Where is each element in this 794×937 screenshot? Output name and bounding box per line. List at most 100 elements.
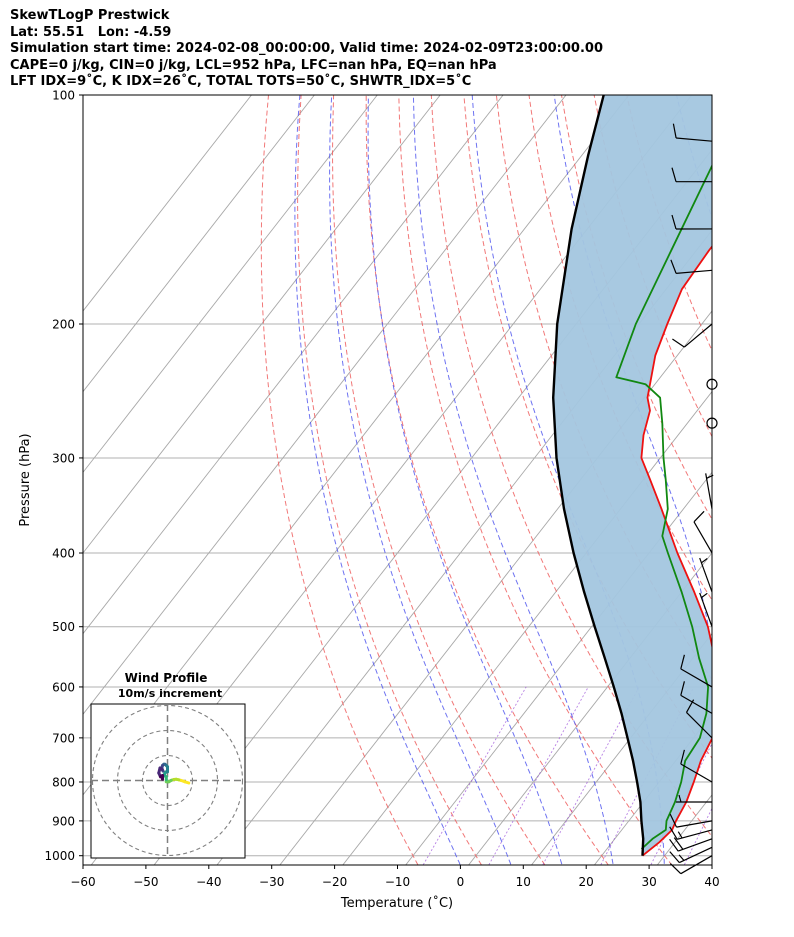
x-tick-label: 40 — [704, 875, 719, 889]
barb-flag — [669, 863, 682, 875]
dry-adiabat — [297, 95, 483, 865]
y-tick-label: 600 — [52, 680, 75, 694]
barb-staff — [676, 820, 713, 828]
barb-half-flag — [706, 474, 714, 479]
dewpoint-line — [615, 163, 712, 850]
x-tick-label: 30 — [641, 875, 656, 889]
dry-adiabat — [260, 95, 419, 865]
y-tick-label: 200 — [52, 317, 75, 331]
isotherm-gridline — [83, 95, 441, 554]
y-tick-label: 400 — [52, 546, 75, 560]
mixing-ratio-line — [422, 686, 527, 865]
barb-flag — [680, 681, 685, 696]
location-line: Lat: 55.51 Lon: -4.59 — [10, 24, 172, 40]
barb-half-flag — [701, 592, 708, 599]
hodograph-body — [91, 704, 245, 858]
isotherm-gridline — [83, 95, 504, 635]
wind-barb — [669, 813, 713, 828]
dry-adiabat — [365, 95, 609, 865]
barb-flag — [669, 851, 680, 863]
x-tick-label: 0 — [457, 875, 465, 889]
barb-staff — [684, 323, 713, 348]
wind-barb — [669, 855, 713, 875]
isotherm-gridline — [83, 95, 378, 474]
profile-lines — [552, 95, 712, 857]
wind-barb — [705, 473, 714, 509]
wind-barb — [675, 794, 713, 803]
barb-flag — [672, 338, 685, 348]
isotherm-gridline — [279, 310, 712, 865]
isotherm-gridline — [83, 95, 567, 715]
mixing-ratio-line — [542, 686, 640, 865]
barb-flag — [669, 838, 679, 852]
x-axis-label: Temperature (˚C) — [340, 895, 453, 911]
isotherm-gridline — [530, 632, 712, 865]
y-tick-label: 1000 — [44, 849, 75, 863]
wind-barb — [672, 123, 713, 142]
barb-staff — [680, 694, 713, 714]
cape-cin-shading — [553, 95, 712, 856]
barb-staff — [693, 521, 713, 554]
wind-barb — [680, 749, 713, 783]
mixing-ratio-line — [488, 686, 589, 865]
chart-title: SkewTLogP Prestwick — [10, 8, 170, 23]
x-tick-label: −50 — [133, 875, 158, 889]
barb-flag — [672, 123, 677, 139]
wind-barb — [672, 323, 713, 348]
hodograph-inset — [90, 703, 246, 859]
x-tick-label: 20 — [579, 875, 594, 889]
moist-adiabat — [329, 95, 512, 865]
wind-barb — [671, 214, 713, 230]
barb-half-flag — [677, 831, 683, 839]
barb-flag — [671, 214, 677, 230]
barb-staff — [705, 473, 713, 509]
barb-flag — [669, 826, 678, 840]
axes: −60 −50 −40 −30 −20 −10 0 10 20 30 40 100 200 300 400 5… — [44, 89, 719, 890]
dry-adiabat — [398, 95, 673, 865]
wind-barb — [669, 826, 713, 840]
barb-staff — [680, 855, 713, 875]
wind-barb — [680, 654, 713, 688]
wind-barb — [669, 837, 713, 852]
isotherm-gridline — [468, 552, 712, 865]
isotherm-gridline — [83, 95, 315, 393]
wind-barb — [699, 557, 713, 593]
barb-staff — [679, 846, 713, 864]
barb-staff — [680, 668, 713, 688]
stability-indices-line: CAPE=0 j/kg, CIN=0 j/kg, LCL=952 hPa, LF… — [10, 57, 497, 73]
moist-adiabat — [294, 95, 461, 865]
parcel-line — [552, 95, 645, 856]
barb-flag — [673, 837, 684, 850]
barb-half-flag — [678, 794, 682, 803]
x-tick-label: −40 — [196, 875, 221, 889]
barb-staff — [699, 592, 713, 627]
thermo-indices-line: LFT IDX=9˚C, K IDX=26˚C, TOTAL TOTS=50˚C… — [10, 74, 472, 89]
y-tick-label: 500 — [52, 620, 75, 634]
barb-staff — [676, 137, 713, 142]
barb-staff — [686, 711, 713, 739]
barb-flag — [680, 654, 685, 670]
isotherm-gridline — [778, 95, 794, 872]
moist-adiabat — [367, 95, 563, 865]
mixing-ratio-line — [769, 687, 794, 872]
barb-staff — [677, 829, 713, 840]
wind-barb — [670, 259, 713, 274]
wind-barb — [669, 846, 713, 864]
x-tick-label: −10 — [385, 875, 410, 889]
time-line: Simulation start time: 2024-02-08_00:00:… — [10, 41, 603, 56]
temperature-line — [640, 245, 712, 857]
hodograph-subtitle: 10m/s increment — [118, 687, 222, 700]
barb-half-flag — [678, 854, 685, 861]
y-tick-label: 300 — [52, 451, 75, 465]
chart-header: SkewTLogP Prestwick Lat: 55.51 Lon: -4.5… — [10, 8, 603, 91]
x-tick-label: −30 — [259, 875, 284, 889]
barb-half-flag — [701, 558, 708, 564]
x-tick-label: −60 — [70, 875, 95, 889]
y-tick-label: 100 — [52, 89, 75, 103]
isotherm-gridline — [405, 471, 712, 865]
barb-flag — [680, 749, 685, 765]
wind-barb — [699, 592, 713, 627]
calm-wind-circle — [706, 378, 718, 390]
wind-barb — [671, 167, 713, 183]
